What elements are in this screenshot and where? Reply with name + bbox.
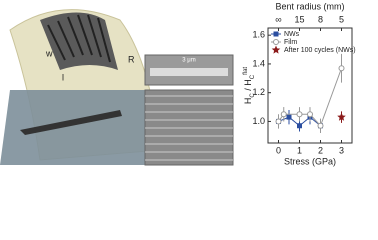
x-axis-label: Stress (GPa)	[284, 156, 336, 166]
legend-label: NWs	[284, 31, 300, 38]
tweezers	[20, 110, 122, 135]
chart: 1.0 1.2 1.4 1.6 0 1 2 3 ∞ 15 8 5 Bent radius (mm) Str…	[243, 1, 356, 166]
point	[337, 112, 346, 121]
y-axis-label-part: C	[250, 74, 256, 79]
y-tick-label: 1.0	[252, 116, 265, 126]
top-tick-label: 15	[294, 14, 304, 24]
photo	[0, 90, 155, 165]
point	[297, 123, 302, 129]
illustration: w l R 3 μm	[0, 0, 236, 169]
point	[271, 45, 281, 54]
top-tick-label: 5	[339, 14, 344, 24]
top-tick-label: 8	[318, 14, 323, 24]
point	[273, 39, 279, 45]
y-axis-label-part: flat	[243, 67, 249, 75]
top-tick-label: ∞	[275, 14, 281, 24]
y-axis-label-part: C	[250, 93, 256, 98]
sem-lines	[145, 95, 233, 161]
legend-label: After 100 cycles (NWs)	[284, 47, 356, 54]
point	[307, 111, 313, 118]
y-tick-label: 1.4	[252, 58, 265, 68]
nanowire-array	[40, 12, 118, 70]
sem-wire	[150, 68, 228, 76]
point	[275, 118, 282, 125]
x-tick-label: 1	[297, 145, 302, 155]
figure: w l R 3 μm 1.0 1.2 1.4 1.6 0 1 2 3 ∞ 15 8 5 Bent rad…	[0, 0, 356, 169]
x-tick-label: 3	[339, 145, 344, 155]
top-axis-label: Bent radius (mm)	[275, 1, 344, 11]
plot-frame	[267, 27, 353, 144]
x-tick-label: 0	[276, 145, 281, 155]
bars	[47, 14, 111, 63]
y-tick-label: 1.6	[252, 30, 265, 40]
label-r: R	[128, 54, 135, 64]
point	[273, 31, 279, 37]
label-w: w	[45, 48, 53, 58]
point	[338, 65, 345, 72]
x-tick-label: 2	[318, 145, 323, 155]
label-l: l	[62, 72, 64, 82]
y-axis-label-part: H	[243, 98, 253, 105]
scale-bar-label: 3 μm	[182, 58, 195, 64]
point	[296, 111, 303, 118]
y-axis-label: HC / HCflat	[243, 67, 256, 105]
point	[280, 111, 287, 118]
point	[286, 114, 292, 120]
y-tick-label: 1.2	[252, 87, 265, 97]
point	[317, 122, 324, 129]
legend-label: Film	[284, 39, 297, 46]
y-axis-label-part: / H	[243, 79, 253, 93]
